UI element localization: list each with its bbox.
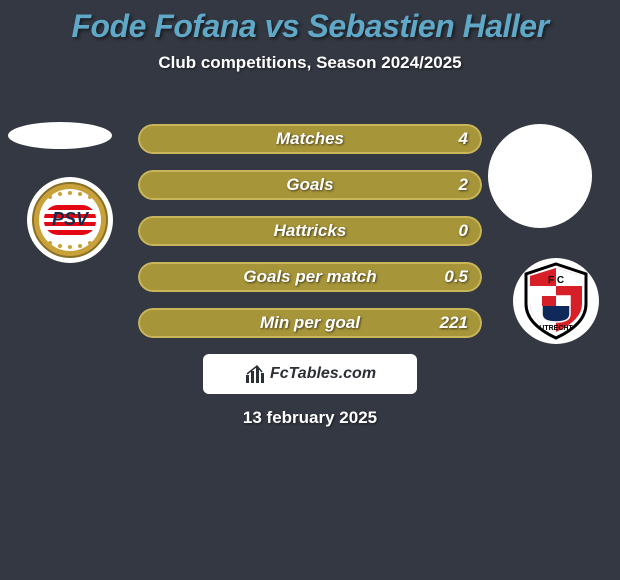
bar-label: Hattricks bbox=[274, 221, 347, 241]
bar-row-goals: Goals 2 bbox=[138, 170, 482, 200]
club-badge-right: F C UTRECHT bbox=[513, 258, 599, 344]
player-photo-right bbox=[488, 124, 592, 228]
chart-icon bbox=[244, 363, 266, 385]
bar-row-goals-per-match: Goals per match 0.5 bbox=[138, 262, 482, 292]
footer-date: 13 february 2025 bbox=[243, 408, 377, 428]
svg-text:PSV: PSV bbox=[52, 209, 90, 229]
brand-pill: FcTables.com bbox=[203, 354, 417, 394]
svg-text:UTRECHT: UTRECHT bbox=[539, 325, 573, 332]
bar-row-min-per-goal: Min per goal 221 bbox=[138, 308, 482, 338]
bar-value: 4 bbox=[459, 129, 468, 149]
club-badge-left: PSV bbox=[27, 177, 113, 263]
svg-text:F C: F C bbox=[548, 275, 564, 286]
bar-label: Goals per match bbox=[243, 267, 376, 287]
bar-value: 2 bbox=[459, 175, 468, 195]
stat-bars: Matches 4 Goals 2 Hattricks 0 Goals per … bbox=[138, 124, 482, 354]
bar-label: Matches bbox=[276, 129, 344, 149]
bar-value: 221 bbox=[440, 313, 468, 333]
page-subtitle: Club competitions, Season 2024/2025 bbox=[0, 53, 620, 73]
psv-logo-icon: PSV bbox=[32, 182, 108, 258]
bar-row-hattricks: Hattricks 0 bbox=[138, 216, 482, 246]
utrecht-logo-icon: F C UTRECHT bbox=[520, 262, 592, 340]
bar-label: Min per goal bbox=[260, 313, 360, 333]
page-title: Fode Fofana vs Sebastien Haller bbox=[0, 0, 620, 45]
bar-label: Goals bbox=[286, 175, 333, 195]
player-photo-left bbox=[8, 122, 112, 149]
bar-row-matches: Matches 4 bbox=[138, 124, 482, 154]
bar-value: 0.5 bbox=[444, 267, 468, 287]
bar-value: 0 bbox=[459, 221, 468, 241]
brand-text: FcTables.com bbox=[270, 365, 376, 383]
